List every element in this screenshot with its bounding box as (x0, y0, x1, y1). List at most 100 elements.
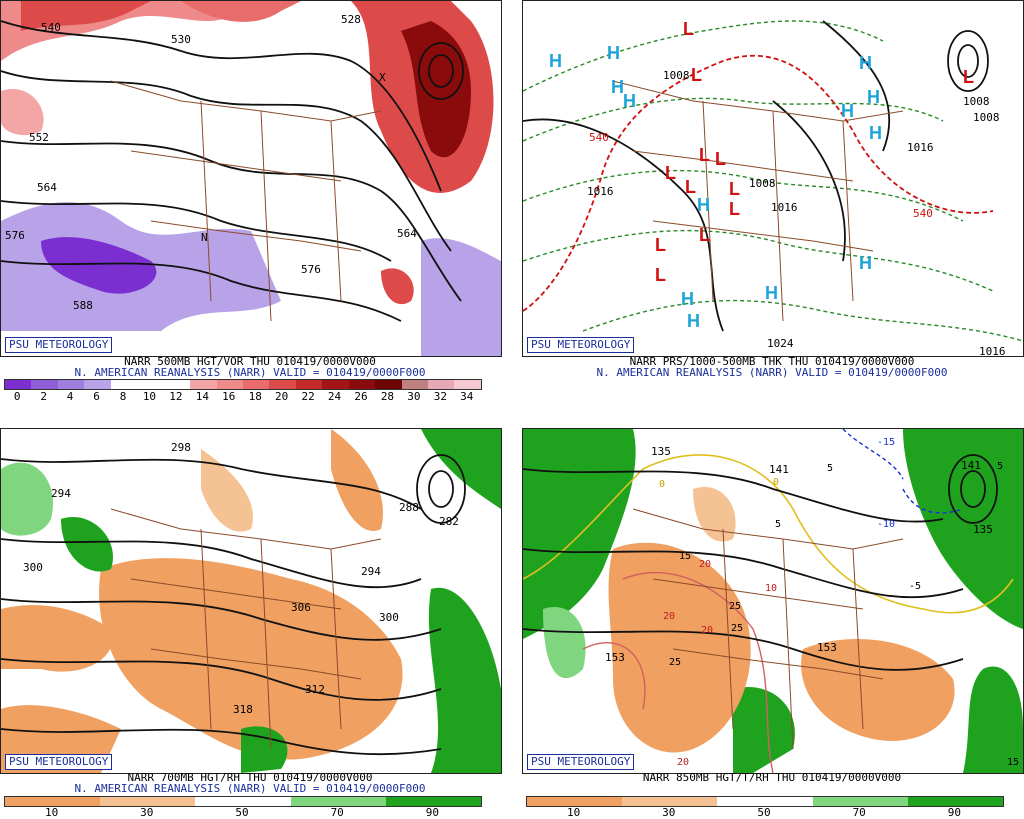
panel-mslp-thickness: H H H H H H H H H H H H H L L L L L L L … (522, 0, 1024, 357)
colorbar-swatch (290, 797, 386, 806)
colorbar-swatch (348, 380, 376, 389)
height-contour (523, 468, 944, 523)
colorbar-rh (4, 796, 482, 807)
temp-label: 5 (775, 519, 781, 530)
high-pressure-marker: H (859, 53, 872, 73)
colorbar-swatch (717, 797, 813, 806)
temp-label: 5 (997, 461, 1003, 472)
colorbar-swatch (812, 797, 908, 806)
colorbar-label: 10 (44, 806, 59, 819)
low-pressure-marker: L (683, 19, 694, 39)
colorbar-label: 10 (566, 806, 581, 819)
contour-label: 141 (769, 463, 789, 476)
colorbar-label: 2 (40, 390, 47, 403)
temp-label: 5 (827, 463, 833, 474)
colorbar-label: 18 (248, 390, 262, 403)
temp-label: 25 (729, 601, 741, 612)
temp-label: -15 (877, 437, 895, 448)
panel-1-caption: NARR 500MB HGT/VOR THU 010419/0000V000 (124, 355, 376, 368)
panel-3-caption: NARR 700MB HGT/RH THU 010419/0000V000 (127, 771, 373, 784)
height-contour (1, 140, 462, 302)
thickness-label: 540 (589, 131, 609, 144)
low-pressure-marker: L (963, 67, 974, 87)
low-pressure-marker: L (655, 265, 666, 285)
colorbar-rh (526, 796, 1004, 807)
colorbar-swatch (242, 380, 270, 389)
source-badge: PSU METEOROLOGY (527, 337, 635, 353)
height-contour (1, 20, 442, 192)
contour-label: 153 (605, 651, 625, 664)
political-borders (110, 80, 382, 322)
height-contour (523, 548, 964, 599)
high-pressure-marker: H (765, 283, 778, 303)
temp-label: 20 (677, 757, 689, 768)
colorbar-label: 20 (275, 390, 289, 403)
colorbar-swatch (385, 797, 481, 806)
colorbar-label: 30 (407, 390, 421, 403)
contour-label: 306 (291, 601, 311, 614)
high-pressure-marker: H (859, 253, 872, 273)
panel-500mb-vorticity: 540 530 528 552 564 576 588 564 576 N X … (0, 0, 502, 357)
panel-700mb-rh: 298 294 300 306 300 294 282 312 318 288 … (0, 428, 502, 774)
colorbar-swatch (269, 380, 296, 389)
panel-4-caption: NARR 850MB HGT/T/RH THU 010419/0000V000 (642, 771, 902, 784)
high-pressure-marker: H (867, 87, 880, 107)
temp-label: 20 (663, 611, 675, 622)
contour-label: 288 (399, 501, 419, 514)
colorbar-label: 22 (301, 390, 315, 403)
temp-label: 15 (1007, 757, 1019, 768)
cold-temperature-contour (842, 429, 964, 514)
colorbar-vorticity (4, 379, 482, 390)
high-pressure-marker: H (611, 77, 624, 97)
contour-label: 530 (171, 33, 191, 46)
thickness-contour (523, 20, 1023, 342)
contour-label: 552 (29, 131, 49, 144)
panel-2-caption-valid: N. AMERICAN REANALYSIS (NARR) VALID = 01… (596, 366, 948, 379)
high-pressure-marker: H (681, 289, 694, 309)
source-badge: PSU METEOROLOGY (5, 337, 113, 353)
height-contour (1, 70, 452, 252)
temp-label: 20 (699, 559, 711, 570)
contour-label: 300 (23, 561, 43, 574)
contour-label: 1016 (907, 141, 934, 154)
panel-3-caption-valid: N. AMERICAN REANALYSIS (NARR) VALID = 01… (74, 782, 426, 795)
colorbar-swatch (5, 380, 32, 389)
contour-label: 1008 (963, 95, 990, 108)
colorbar-label: 30 (662, 806, 676, 819)
contour-label: 1016 (979, 345, 1006, 356)
colorbar-label: 70 (330, 806, 344, 819)
temp-label: 25 (669, 657, 681, 668)
low-pressure-marker: L (729, 179, 740, 199)
contour-label: 1024 (767, 337, 794, 350)
low-pressure-marker: L (715, 149, 726, 169)
colorbar-swatch (57, 380, 85, 389)
colorbar-label: 8 (119, 390, 127, 403)
colorbar-label: 6 (93, 390, 100, 403)
freezing-line (523, 454, 1014, 614)
contour-label: 141 (961, 459, 981, 472)
political-borders (110, 508, 382, 750)
map-850mb: 135 141 153 153 135 141 -15 -10 5 -5 0 0… (523, 429, 1023, 773)
temp-label: 0 (659, 479, 665, 490)
colorbar-label: 30 (140, 806, 154, 819)
540-thickness-line (523, 55, 994, 312)
map-label: N (201, 231, 208, 244)
colorbar-swatch (428, 380, 455, 389)
colorbar-swatch (31, 380, 58, 389)
map-700mb: 298 294 300 306 300 294 282 312 318 288 (1, 429, 501, 773)
contour-label: 528 (341, 13, 361, 26)
colorbar-swatch (295, 380, 323, 389)
colorbar-swatch (100, 797, 196, 806)
contour-label: 300 (379, 611, 399, 624)
colorbar-swatch (163, 380, 191, 389)
colorbar-swatch (527, 797, 623, 806)
height-contour (1, 458, 422, 510)
colorbar-label: 50 (235, 806, 249, 819)
political-borders (612, 80, 904, 322)
colorbar-label: 32 (433, 390, 447, 403)
contour-label: 298 (171, 441, 191, 454)
colorbar-label: 10 (142, 390, 157, 403)
contour-label: 576 (5, 229, 25, 242)
high-pressure-marker: H (697, 195, 710, 215)
high-pressure-marker: H (623, 91, 636, 111)
